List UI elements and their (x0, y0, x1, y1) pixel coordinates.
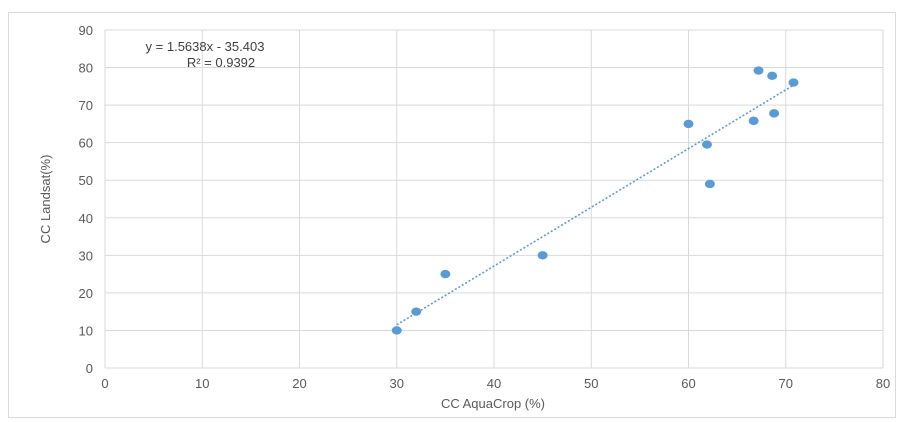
data-point (440, 269, 451, 279)
data-point (748, 116, 759, 126)
data-point (537, 251, 548, 260)
trendline-equation: y = 1.5638x - 35.403 (146, 39, 265, 54)
x-tick-label: 80 (876, 376, 890, 391)
trendline-group (396, 84, 794, 326)
y-tick-label: 20 (79, 286, 93, 301)
x-tick-label: 40 (487, 376, 501, 391)
data-point (704, 179, 715, 189)
y-tick-label: 80 (79, 61, 93, 76)
x-tick-label: 10 (195, 376, 209, 391)
y-tick-label: 60 (79, 136, 93, 151)
x-tick-label: 30 (390, 376, 404, 391)
x-tick-label: 0 (101, 376, 108, 391)
y-tick-label: 50 (79, 173, 93, 188)
y-tick-label: 10 (79, 323, 93, 338)
data-point (753, 66, 764, 75)
x-tick-label: 20 (292, 376, 306, 391)
r-squared-label: R² = 0.9392 (187, 55, 255, 70)
data-points (391, 66, 799, 335)
x-tick-label: 70 (779, 376, 793, 391)
data-point (701, 140, 712, 149)
y-axis-title: CC Landsat(%) (38, 155, 53, 244)
data-point (391, 326, 402, 335)
chart-frame (8, 12, 896, 418)
data-point (411, 307, 422, 316)
y-tick-label: 40 (79, 211, 93, 226)
y-tick-labels: 0 10 20 30 40 50 60 70 80 90 (79, 23, 93, 376)
data-point (769, 109, 780, 118)
x-axis-title: CC AquaCrop (%) (441, 396, 545, 411)
y-tick-label: 70 (79, 98, 93, 113)
data-point (683, 119, 694, 129)
y-tick-label: 90 (79, 23, 93, 38)
data-point (767, 71, 778, 81)
x-tick-labels: 0 10 20 30 40 50 60 70 80 (101, 376, 890, 391)
y-tick-label: 0 (86, 361, 93, 376)
trendline (396, 84, 794, 326)
x-tick-label: 50 (584, 376, 598, 391)
x-tick-label: 60 (681, 376, 695, 391)
data-point (788, 78, 799, 87)
grid-lines (104, 29, 884, 369)
y-tick-label: 30 (79, 248, 93, 263)
